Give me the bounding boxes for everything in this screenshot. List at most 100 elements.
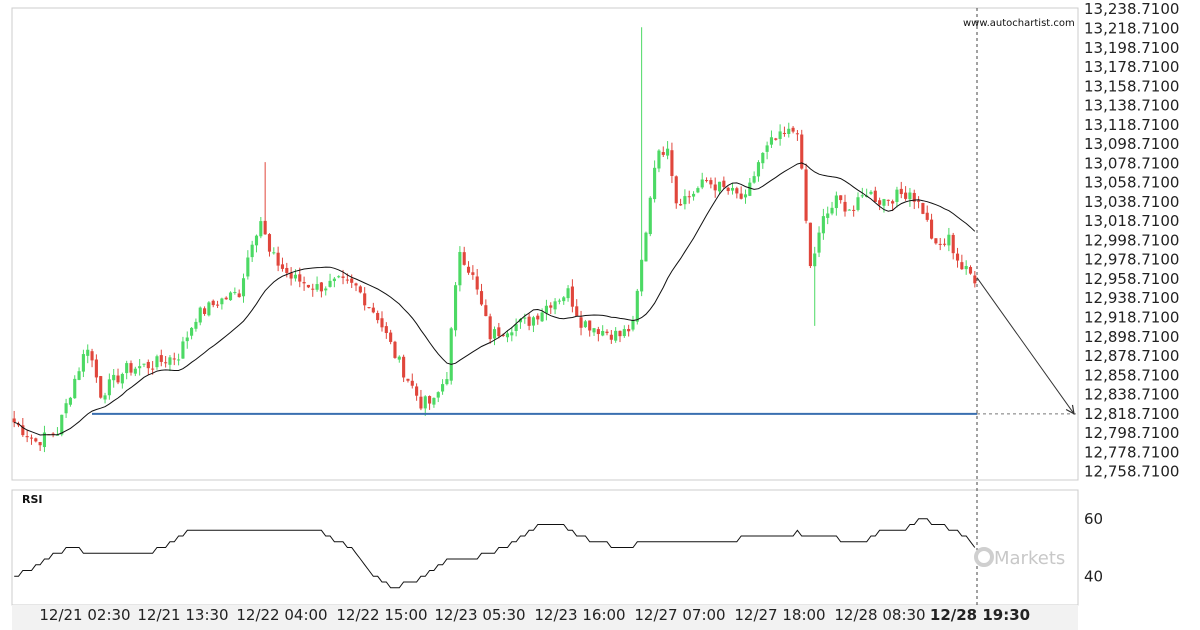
candle bbox=[562, 295, 566, 305]
candle bbox=[960, 254, 964, 270]
projection-arrow bbox=[976, 277, 1075, 415]
candle bbox=[350, 274, 354, 289]
candle bbox=[497, 322, 501, 339]
price-tick-label: 13,198.7100 bbox=[1084, 39, 1179, 57]
candle bbox=[311, 283, 315, 297]
candle bbox=[410, 373, 414, 389]
candle bbox=[332, 277, 336, 288]
candle bbox=[280, 257, 285, 272]
brand-logo-text: Markets bbox=[994, 548, 1065, 569]
candle bbox=[112, 368, 116, 388]
candle bbox=[605, 329, 609, 336]
candle bbox=[181, 336, 185, 359]
source-url[interactable]: www.autochartist.com bbox=[963, 18, 1075, 29]
candle bbox=[453, 282, 458, 337]
candle bbox=[878, 197, 882, 211]
x-tick-label: 12/22 04:00 bbox=[236, 606, 327, 624]
candle bbox=[687, 190, 691, 204]
candle bbox=[415, 383, 419, 401]
candle bbox=[133, 366, 137, 377]
brand-logo-icon bbox=[974, 547, 994, 567]
candle bbox=[479, 283, 484, 306]
candle bbox=[250, 240, 254, 262]
candle bbox=[116, 368, 120, 385]
candle bbox=[324, 286, 328, 296]
candle bbox=[55, 427, 59, 436]
candle bbox=[367, 307, 371, 309]
price-tick-label: 12,878.7100 bbox=[1084, 347, 1179, 365]
candle bbox=[224, 296, 228, 300]
candle bbox=[185, 331, 189, 349]
candle bbox=[795, 130, 799, 141]
candle bbox=[635, 288, 639, 325]
candle bbox=[592, 327, 596, 336]
price-tick-label: 12,918.7100 bbox=[1084, 308, 1179, 326]
candle bbox=[769, 130, 774, 148]
candle bbox=[648, 196, 652, 237]
candle bbox=[527, 313, 531, 331]
candle bbox=[674, 175, 678, 209]
rsi-tick-label: 40 bbox=[1084, 567, 1103, 585]
candle bbox=[847, 209, 851, 211]
price-tick-label: 12,978.7100 bbox=[1084, 251, 1179, 269]
price-tick-label: 12,818.7100 bbox=[1084, 405, 1179, 423]
candle bbox=[384, 322, 388, 339]
price-tick-label: 13,018.7100 bbox=[1084, 212, 1179, 230]
candle bbox=[90, 348, 94, 368]
candle bbox=[899, 181, 903, 199]
candle bbox=[254, 234, 259, 253]
candle bbox=[830, 201, 834, 216]
candle bbox=[432, 397, 436, 408]
candle bbox=[358, 285, 362, 294]
candle bbox=[566, 285, 570, 302]
candle bbox=[670, 142, 674, 184]
candle bbox=[644, 231, 648, 262]
price-tick-label: 12,858.7100 bbox=[1084, 366, 1179, 384]
candle bbox=[315, 276, 319, 292]
candle bbox=[627, 324, 631, 337]
candle bbox=[319, 281, 323, 298]
price-tick-label: 12,898.7100 bbox=[1084, 328, 1179, 346]
candle bbox=[505, 331, 510, 343]
candle bbox=[856, 192, 860, 212]
candle bbox=[68, 396, 72, 407]
candle bbox=[267, 233, 272, 257]
candle bbox=[194, 318, 198, 332]
candle bbox=[925, 205, 929, 222]
candle bbox=[172, 352, 176, 366]
candle bbox=[973, 271, 977, 288]
candle bbox=[912, 189, 916, 210]
candle bbox=[220, 297, 224, 310]
candle bbox=[99, 375, 103, 399]
candle bbox=[609, 329, 613, 344]
candle bbox=[151, 361, 155, 375]
price-tick-label: 13,078.7100 bbox=[1084, 154, 1179, 172]
candle bbox=[951, 232, 955, 260]
candle bbox=[904, 186, 908, 201]
candle bbox=[445, 372, 449, 386]
candle bbox=[436, 391, 440, 403]
candle bbox=[765, 141, 769, 160]
candle bbox=[942, 238, 947, 247]
moving-average-line bbox=[14, 162, 976, 436]
candle bbox=[531, 315, 536, 333]
candle bbox=[583, 319, 587, 329]
x-tick-label: 12/23 16:00 bbox=[534, 606, 625, 624]
candle bbox=[653, 160, 657, 203]
x-tick-label: 12/28 19:30 bbox=[930, 606, 1030, 624]
candle bbox=[826, 206, 830, 225]
axes: 13,238.7100 13,218.710013,198.710013,178.… bbox=[11, 0, 1179, 630]
candle bbox=[423, 395, 427, 416]
price-tick-label: 13,158.7100 bbox=[1084, 77, 1179, 95]
candle bbox=[492, 326, 497, 346]
candle bbox=[756, 160, 761, 182]
candle bbox=[821, 208, 825, 240]
candle bbox=[419, 389, 423, 411]
candle bbox=[761, 152, 765, 169]
candle bbox=[263, 162, 267, 235]
candle bbox=[276, 246, 280, 272]
candle bbox=[579, 310, 583, 336]
x-tick-label: 12/27 18:00 bbox=[734, 606, 825, 624]
candle bbox=[743, 189, 748, 204]
